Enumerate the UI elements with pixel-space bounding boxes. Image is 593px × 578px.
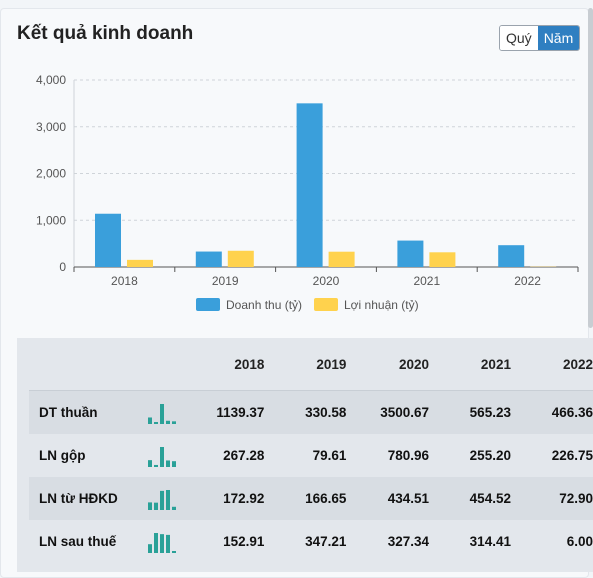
sparkline-bar bbox=[148, 417, 152, 424]
legend-label-profit: Lợi nhuận (tỷ) bbox=[344, 298, 419, 312]
row-value: 267.28 bbox=[198, 434, 264, 477]
sparkline-bar bbox=[154, 464, 158, 466]
sparkline-bar bbox=[166, 420, 170, 423]
profit-bar bbox=[228, 251, 254, 267]
sparkline-bar bbox=[148, 460, 152, 467]
y-tick-label: 1,000 bbox=[36, 213, 66, 227]
row-value: 6.00 bbox=[511, 520, 593, 563]
row-sparkline-cell bbox=[148, 434, 198, 477]
sparkline-bar bbox=[166, 460, 170, 467]
sparkline-bar bbox=[166, 534, 170, 552]
revenue-bar bbox=[95, 214, 121, 267]
y-tick-label: 2,000 bbox=[36, 167, 66, 181]
row-value: 255.20 bbox=[429, 434, 511, 477]
revenue-bar bbox=[297, 103, 323, 267]
revenue-bar bbox=[196, 252, 222, 267]
sparkline-bar bbox=[172, 506, 176, 509]
y-tick-label: 0 bbox=[59, 260, 66, 274]
profit-bar bbox=[429, 252, 455, 267]
sparkline-bar bbox=[160, 404, 164, 424]
x-tick-label: 2022 bbox=[514, 274, 541, 288]
sparkline-bar bbox=[166, 490, 170, 510]
x-tick-label: 2020 bbox=[313, 274, 340, 288]
sparkline-bar bbox=[172, 421, 176, 424]
row-value: 780.96 bbox=[346, 434, 429, 477]
header-year: 2019 bbox=[264, 338, 346, 391]
profit-bar bbox=[329, 252, 355, 267]
row-value: 454.52 bbox=[429, 477, 511, 520]
row-value: 327.34 bbox=[346, 520, 429, 563]
legend-swatch-revenue bbox=[196, 298, 220, 311]
row-value: 166.65 bbox=[264, 477, 346, 520]
row-value: 172.92 bbox=[198, 477, 264, 520]
sparkline-icon bbox=[148, 531, 180, 553]
profit-bar bbox=[127, 260, 153, 267]
sparkline-bar bbox=[160, 534, 164, 553]
legend-label-revenue: Doanh thu (tỷ) bbox=[226, 298, 302, 312]
header-year: 2020 bbox=[346, 338, 429, 391]
sparkline-bar bbox=[172, 551, 176, 553]
sparkline-icon bbox=[148, 488, 180, 510]
x-tick-label: 2018 bbox=[111, 274, 138, 288]
row-sparkline-cell bbox=[148, 520, 198, 563]
y-tick-label: 4,000 bbox=[36, 73, 66, 87]
row-value: 565.23 bbox=[429, 391, 511, 435]
sparkline-bar bbox=[154, 502, 158, 509]
legend-swatch-profit bbox=[314, 298, 338, 311]
sparkline-icon bbox=[148, 445, 180, 467]
sparkline-bar bbox=[160, 447, 164, 467]
row-value: 330.58 bbox=[264, 391, 346, 435]
sparkline-bar bbox=[172, 461, 176, 467]
sparkline-bar bbox=[148, 544, 152, 553]
header-year: 2021 bbox=[429, 338, 511, 391]
row-value: 314.41 bbox=[429, 520, 511, 563]
row-sparkline-cell bbox=[148, 477, 198, 520]
row-value: 466.36 bbox=[511, 391, 593, 435]
row-label: LN từ HĐKD bbox=[29, 477, 148, 520]
sparkline-bar bbox=[154, 422, 158, 424]
x-tick-label: 2021 bbox=[413, 274, 440, 288]
row-label: DT thuần bbox=[29, 391, 148, 435]
header-empty bbox=[29, 338, 148, 391]
row-value: 152.91 bbox=[198, 520, 264, 563]
header-year: 2018 bbox=[198, 338, 264, 391]
row-value: 434.51 bbox=[346, 477, 429, 520]
revenue-bar bbox=[498, 245, 524, 267]
sparkline-bar bbox=[160, 490, 164, 509]
row-value: 72.90 bbox=[511, 477, 593, 520]
sparkline-icon bbox=[148, 402, 180, 424]
row-label: LN gộp bbox=[29, 434, 148, 477]
revenue-profit-chart: 0 1,000 2,000 3,000 4,000 2018 2019 2020 2021 202… bbox=[0, 0, 593, 330]
row-value: 3500.67 bbox=[346, 391, 429, 435]
x-tick-label: 2019 bbox=[212, 274, 239, 288]
revenue-bar bbox=[397, 241, 423, 267]
row-value: 226.75 bbox=[511, 434, 593, 477]
header-spark bbox=[148, 338, 198, 391]
row-value: 1139.37 bbox=[198, 391, 264, 435]
sparkline-bar bbox=[148, 502, 152, 510]
row-value: 79.61 bbox=[264, 434, 346, 477]
row-value: 347.21 bbox=[264, 520, 346, 563]
header-year: 2022 bbox=[511, 338, 593, 391]
sparkline-bar bbox=[154, 533, 158, 553]
row-sparkline-cell bbox=[148, 391, 198, 435]
row-label: LN sau thuế bbox=[29, 520, 148, 563]
y-tick-label: 3,000 bbox=[36, 120, 66, 134]
